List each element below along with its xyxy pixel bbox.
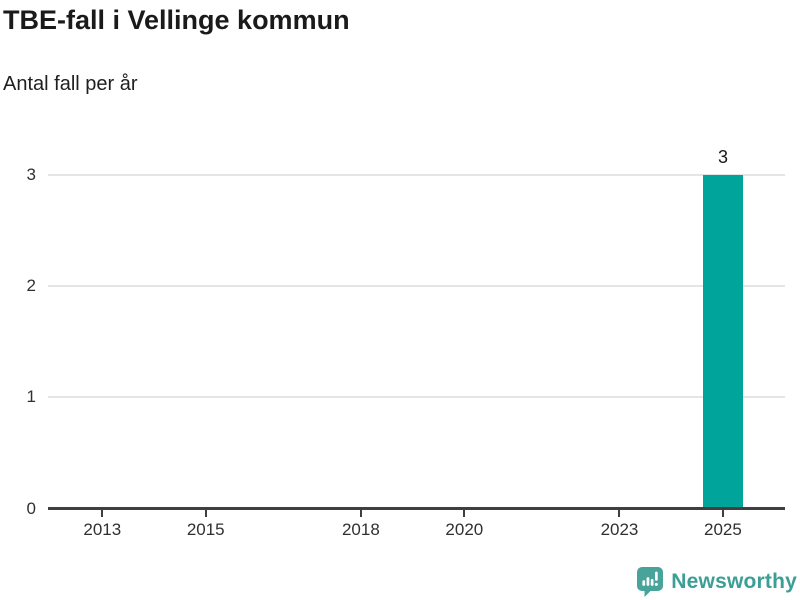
x-tick <box>101 510 104 517</box>
x-tick-label: 2023 <box>600 519 639 539</box>
y-tick-label: 3 <box>26 165 36 184</box>
newsworthy-chart-bubble-icon <box>637 567 664 597</box>
x-tick-label: 2018 <box>341 519 380 539</box>
newsworthy-wordmark: Newsworthy <box>671 569 797 593</box>
y-tick-label: 0 <box>26 498 36 518</box>
x-tick <box>463 510 466 517</box>
x-tick <box>721 510 724 517</box>
x-tick-label: 2013 <box>83 519 122 539</box>
x-tick <box>204 510 207 517</box>
x-tick <box>618 510 621 517</box>
chart-title: TBE-fall i Vellinge kommun <box>3 5 350 35</box>
x-axis-line <box>48 507 785 510</box>
bar-value-label: 3 <box>717 147 728 167</box>
bar-2025 <box>703 175 743 510</box>
y-tick-label: 1 <box>26 387 36 407</box>
gridline <box>48 285 785 288</box>
x-tick-label: 2025 <box>704 519 742 539</box>
chart-subtitle: Antal fall per år <box>3 73 138 95</box>
y-tick-label: 2 <box>26 276 36 296</box>
gridline <box>48 174 785 176</box>
newsworthy-logo: Newsworthy <box>636 566 797 597</box>
gridline <box>48 396 785 399</box>
x-tick-label: 2020 <box>445 519 484 539</box>
x-tick-label: 2015 <box>186 519 225 539</box>
x-tick <box>359 510 362 517</box>
